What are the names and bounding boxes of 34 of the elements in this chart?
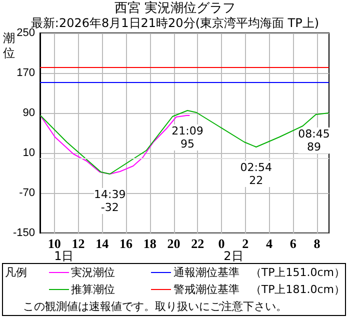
x-tick-label: 12 — [72, 236, 85, 251]
x-tick-label: 14 — [96, 236, 110, 251]
x-tick-label: 0 — [218, 236, 225, 251]
annotation: 02:54 22 — [240, 161, 272, 187]
y-tick-label: 10 — [22, 147, 35, 159]
x-tick-label: 20 — [167, 236, 180, 251]
annotation: 08:45 89 — [298, 128, 330, 154]
text: 2日 — [224, 249, 244, 263]
y-tick-label: 90 — [22, 107, 35, 119]
x-tick-label: 22 — [191, 236, 204, 251]
text: この観測値は速報値です。取り扱いにご注意下さい。 — [22, 299, 288, 315]
legend-label: 通報潮位基準 （TP上151.0cm） — [172, 265, 345, 281]
x-tick-label: 2 — [242, 236, 249, 251]
legend-label: 警戒潮位基準 （TP上181.0cm） — [172, 282, 345, 298]
legend-label: 実況潮位 — [70, 265, 116, 281]
legend-label: 推算潮位 — [70, 282, 116, 298]
y-tick-label: 250 — [16, 27, 35, 39]
x-tick-label: 18 — [143, 236, 157, 251]
line-series — [40, 110, 330, 174]
x-tick-label: 8 — [314, 236, 321, 251]
text: 1日 — [54, 249, 74, 263]
y-tick-label: 170 — [16, 67, 35, 79]
y-tick-label: -150 — [12, 227, 35, 239]
x-tick-label: 4 — [266, 236, 274, 251]
x-tick-label: 10 — [48, 236, 61, 251]
annotation: 14:39 -32 — [94, 188, 126, 214]
legend-title: 凡例 — [4, 265, 28, 281]
x-tick-label: 6 — [290, 236, 297, 251]
y-tick-label: -70 — [19, 187, 35, 199]
x-tick-label: 16 — [119, 236, 133, 251]
chart-subtitle: 最新:2026年8月1日21時20分(東京湾平均海面 TP上) — [30, 16, 320, 30]
chart-title: 西宮 実況潮位グラフ — [113, 1, 237, 16]
y-axis-title: 潮位 — [3, 31, 15, 61]
annotation: 21:09 95 — [172, 124, 204, 150]
